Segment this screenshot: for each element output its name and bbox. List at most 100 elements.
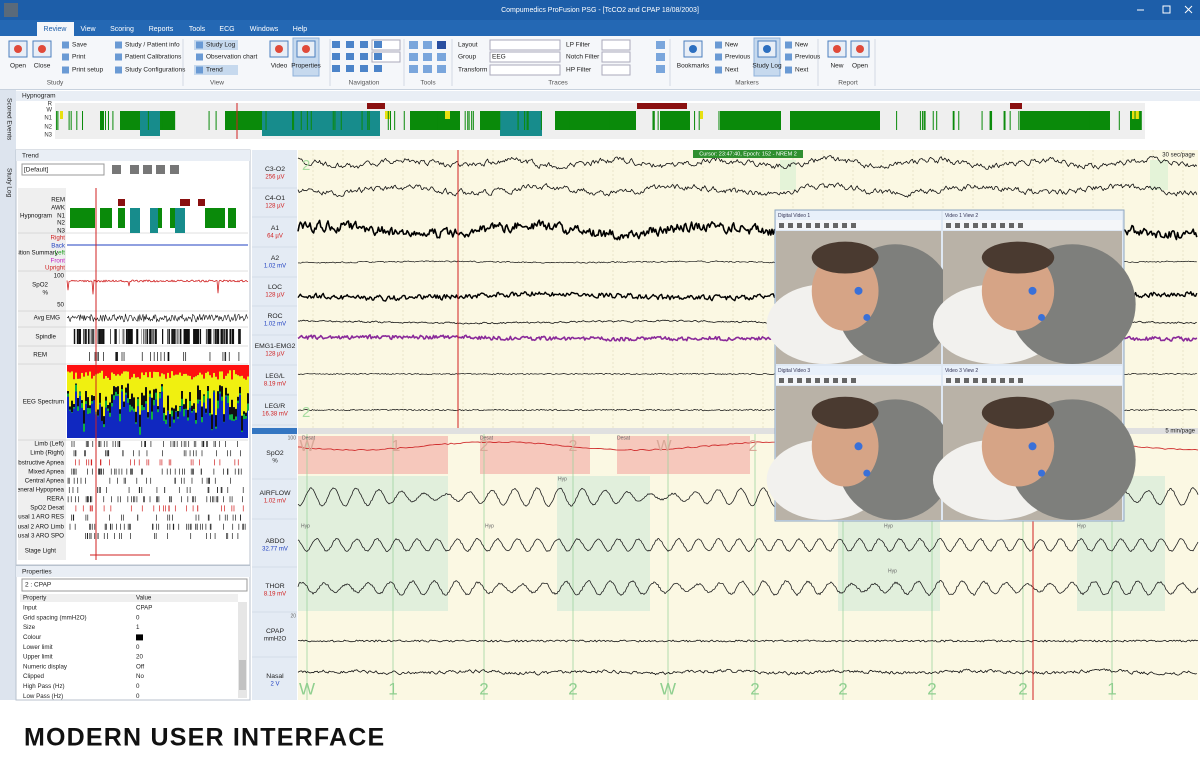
ribbon-button[interactable]: New [795, 42, 808, 49]
video-control[interactable] [842, 223, 847, 228]
ribbon-button[interactable]: Study Log [752, 63, 782, 70]
ribbon-button[interactable]: Previous [725, 54, 751, 61]
ribbon-tab[interactable]: Scoring [110, 26, 134, 33]
nav-icon[interactable] [360, 53, 368, 60]
combo-box[interactable] [601, 39, 631, 51]
ribbon-button[interactable]: Print [72, 54, 86, 61]
video-control[interactable] [824, 378, 829, 383]
toolbar-icon[interactable] [156, 165, 165, 174]
ribbon-button[interactable]: Save [72, 42, 87, 49]
video-control[interactable] [1018, 223, 1023, 228]
ribbon-button[interactable]: Bookmarks [677, 63, 710, 70]
nav-icon[interactable] [346, 65, 354, 72]
video-control[interactable] [973, 223, 978, 228]
nav-icon[interactable] [374, 41, 382, 48]
nav-icon[interactable] [332, 53, 340, 60]
video-control[interactable] [982, 223, 987, 228]
ribbon-button[interactable]: Print setup [72, 67, 103, 74]
side-tab[interactable]: Study Log [5, 168, 12, 198]
ribbon-button[interactable]: Properties [291, 63, 321, 70]
video-control[interactable] [1009, 223, 1014, 228]
ribbon-tab[interactable]: Windows [250, 26, 279, 33]
video-control[interactable] [815, 378, 820, 383]
nav-icon[interactable] [346, 53, 354, 60]
tool-icon[interactable] [437, 41, 446, 49]
video-control[interactable] [955, 223, 960, 228]
ribbon-tab[interactable]: Reports [149, 26, 174, 33]
video-control[interactable] [955, 378, 960, 383]
tool-icon[interactable] [423, 41, 432, 49]
combo-box[interactable] [489, 64, 561, 76]
video-control[interactable] [1000, 378, 1005, 383]
video-control[interactable] [1009, 378, 1014, 383]
ribbon-tab[interactable]: Help [293, 26, 308, 33]
video-control[interactable] [851, 378, 856, 383]
toolbar-icon[interactable] [112, 165, 121, 174]
video-control[interactable] [973, 378, 978, 383]
nav-icon[interactable] [360, 41, 368, 48]
ribbon-button[interactable]: Open [10, 63, 26, 70]
nav-icon[interactable] [374, 65, 382, 72]
ribbon-button[interactable]: Study Configurations [125, 67, 186, 74]
video-control[interactable] [982, 378, 987, 383]
tool-icon[interactable] [423, 65, 432, 73]
ribbon-button[interactable]: Next [725, 67, 739, 74]
video-control[interactable] [806, 378, 811, 383]
nav-icon[interactable] [332, 65, 340, 72]
toolbar-icon[interactable] [143, 165, 152, 174]
video-control[interactable] [1018, 378, 1023, 383]
ribbon-button[interactable]: Previous [795, 54, 821, 61]
video-control[interactable] [824, 223, 829, 228]
video-control[interactable] [851, 223, 856, 228]
video-control[interactable] [946, 223, 951, 228]
video-control[interactable] [797, 378, 802, 383]
ribbon-button[interactable]: Study Log [206, 42, 236, 49]
nav-icon[interactable] [346, 41, 354, 48]
tool-icon[interactable] [409, 41, 418, 49]
ribbon-button[interactable]: Next [795, 67, 809, 74]
video-control[interactable] [946, 378, 951, 383]
video-control[interactable] [833, 378, 838, 383]
tool-icon[interactable] [423, 53, 432, 61]
side-tab[interactable]: Scored Events [5, 98, 12, 141]
ribbon-button[interactable]: Close [34, 63, 51, 70]
ribbon-tab[interactable]: Tools [189, 26, 206, 33]
video-control[interactable] [833, 223, 838, 228]
ribbon-button[interactable]: Study / Patient info [125, 42, 180, 49]
toolbar-icon[interactable] [170, 165, 179, 174]
combo-box[interactable] [601, 64, 631, 76]
video-control[interactable] [964, 223, 969, 228]
video-control[interactable] [779, 223, 784, 228]
combo-box[interactable] [489, 51, 561, 63]
ribbon-button[interactable]: Patient Calibrations [125, 54, 182, 61]
combo-box[interactable] [489, 39, 561, 51]
ribbon-button[interactable]: New [725, 42, 738, 49]
ribbon-button[interactable]: Observation chart [206, 54, 257, 61]
video-control[interactable] [991, 223, 996, 228]
combo-box[interactable] [371, 51, 401, 63]
video-control[interactable] [815, 223, 820, 228]
video-control[interactable] [1000, 223, 1005, 228]
nav-icon[interactable] [360, 65, 368, 72]
combo-box[interactable] [21, 163, 105, 176]
ribbon-button[interactable]: Open [852, 63, 868, 70]
video-control[interactable] [797, 223, 802, 228]
tool-icon[interactable] [437, 65, 446, 73]
video-control[interactable] [842, 378, 847, 383]
video-control[interactable] [964, 378, 969, 383]
ribbon-tab[interactable]: View [80, 26, 96, 33]
maximize-button[interactable] [1162, 5, 1171, 14]
video-control[interactable] [806, 223, 811, 228]
video-control[interactable] [788, 223, 793, 228]
combo-box[interactable] [371, 39, 401, 51]
ribbon-tab[interactable]: ECG [219, 26, 234, 33]
ribbon-button[interactable]: Video [271, 63, 288, 70]
ribbon-tab[interactable]: Review [44, 26, 68, 33]
tool-icon[interactable] [409, 65, 418, 73]
video-control[interactable] [991, 378, 996, 383]
close-button[interactable] [1184, 5, 1193, 14]
video-control[interactable] [788, 378, 793, 383]
toolbar-icon[interactable] [130, 165, 139, 174]
ribbon-button[interactable]: New [830, 63, 843, 70]
nav-icon[interactable] [374, 53, 382, 60]
